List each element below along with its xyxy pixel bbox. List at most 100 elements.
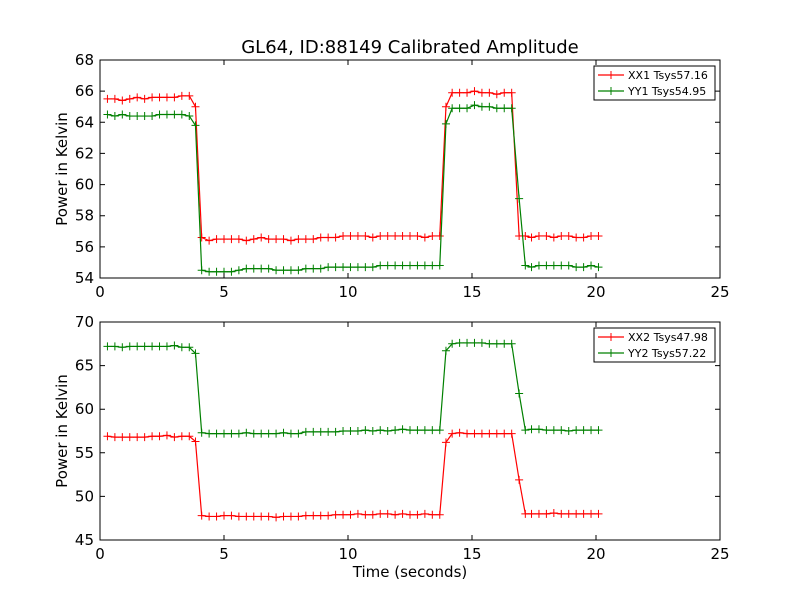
data-point: [391, 426, 400, 435]
y-tick-label: 50: [75, 487, 94, 505]
data-point: [118, 343, 127, 352]
data-point: [316, 264, 325, 273]
data-point: [420, 261, 429, 270]
data-point: [500, 339, 509, 348]
series-2: [103, 338, 603, 438]
data-point: [133, 112, 142, 121]
plot-frame: [99, 321, 721, 541]
data-point: [435, 231, 444, 240]
data-point: [391, 510, 400, 519]
data-point: [477, 429, 486, 438]
data-point: [515, 389, 524, 398]
data-point: [346, 263, 355, 272]
data-point: [353, 263, 362, 272]
data-point: [227, 511, 236, 520]
data-point: [301, 264, 310, 273]
data-point: [205, 429, 214, 438]
data-point: [170, 93, 179, 102]
data-point: [507, 339, 516, 348]
data-point: [534, 231, 543, 240]
data-point: [264, 512, 273, 521]
data-point: [406, 510, 414, 519]
data-point: [272, 266, 281, 275]
series-line: [107, 432, 599, 518]
data-point: [234, 429, 243, 438]
data-point: [507, 104, 516, 113]
data-point: [477, 338, 486, 347]
data-point: [309, 427, 318, 436]
data-point: [249, 235, 258, 244]
data-point: [185, 112, 194, 121]
data-point: [391, 261, 400, 270]
data-point: [234, 235, 243, 244]
data-point: [346, 231, 355, 240]
data-point: [383, 231, 392, 240]
data-point: [110, 94, 119, 103]
data-point: [162, 431, 171, 440]
data-point: [185, 432, 194, 441]
legend-label: YY1 Tsys54.95: [627, 85, 706, 98]
data-point: [103, 342, 112, 351]
data-point: [191, 121, 200, 130]
data-point: [361, 263, 370, 272]
data-point: [155, 110, 164, 119]
data-point: [331, 263, 340, 272]
data-point: [249, 264, 258, 273]
data-point: [133, 342, 142, 351]
data-point: [331, 510, 340, 519]
data-point: [294, 429, 303, 438]
data-point: [435, 261, 444, 270]
data-point: [521, 261, 530, 270]
series-line: [107, 342, 599, 435]
data-point: [301, 235, 310, 244]
data-point: [448, 339, 457, 348]
data-point: [572, 426, 581, 435]
data-point: [339, 263, 348, 272]
data-point: [500, 88, 509, 97]
data-point: [301, 511, 310, 520]
legend: XX2 Tsys47.98 YY2 Tsys57.22: [593, 327, 716, 363]
x-axis-label: Time (seconds): [352, 563, 468, 581]
x-tick-label: 0: [95, 283, 105, 301]
data-point: [398, 231, 407, 240]
data-point: [428, 426, 437, 435]
data-point: [212, 512, 221, 521]
data-point: [309, 511, 318, 520]
data-point: [557, 426, 566, 435]
data-point: [420, 509, 429, 518]
data-point: [234, 512, 243, 521]
y-tick-label: 58: [75, 207, 94, 225]
data-point: [125, 342, 134, 351]
data-point: [549, 508, 558, 517]
data-point: [162, 93, 171, 102]
data-point: [353, 231, 362, 240]
data-point: [534, 509, 543, 518]
plot-frame: [99, 59, 721, 279]
data-point: [197, 266, 206, 275]
data-point: [103, 110, 112, 119]
x-tick-label: 25: [710, 283, 729, 301]
data-point: [406, 261, 414, 270]
data-point: [346, 510, 355, 519]
data-point: [413, 231, 422, 240]
data-point: [316, 233, 325, 242]
data-point: [542, 231, 551, 240]
data-point: [455, 104, 464, 113]
data-point: [492, 104, 501, 113]
data-point: [557, 231, 566, 240]
data-point: [279, 235, 288, 244]
data-point: [557, 509, 566, 518]
data-point: [441, 438, 450, 447]
data-point: [191, 437, 200, 446]
data-point: [391, 231, 400, 240]
data-point: [368, 510, 377, 519]
data-point: [579, 263, 588, 272]
legend-box: [593, 327, 716, 363]
data-point: [339, 231, 348, 240]
data-point: [242, 428, 251, 437]
data-point: [264, 264, 273, 273]
data-point: [470, 429, 479, 438]
data-point: [413, 510, 422, 519]
